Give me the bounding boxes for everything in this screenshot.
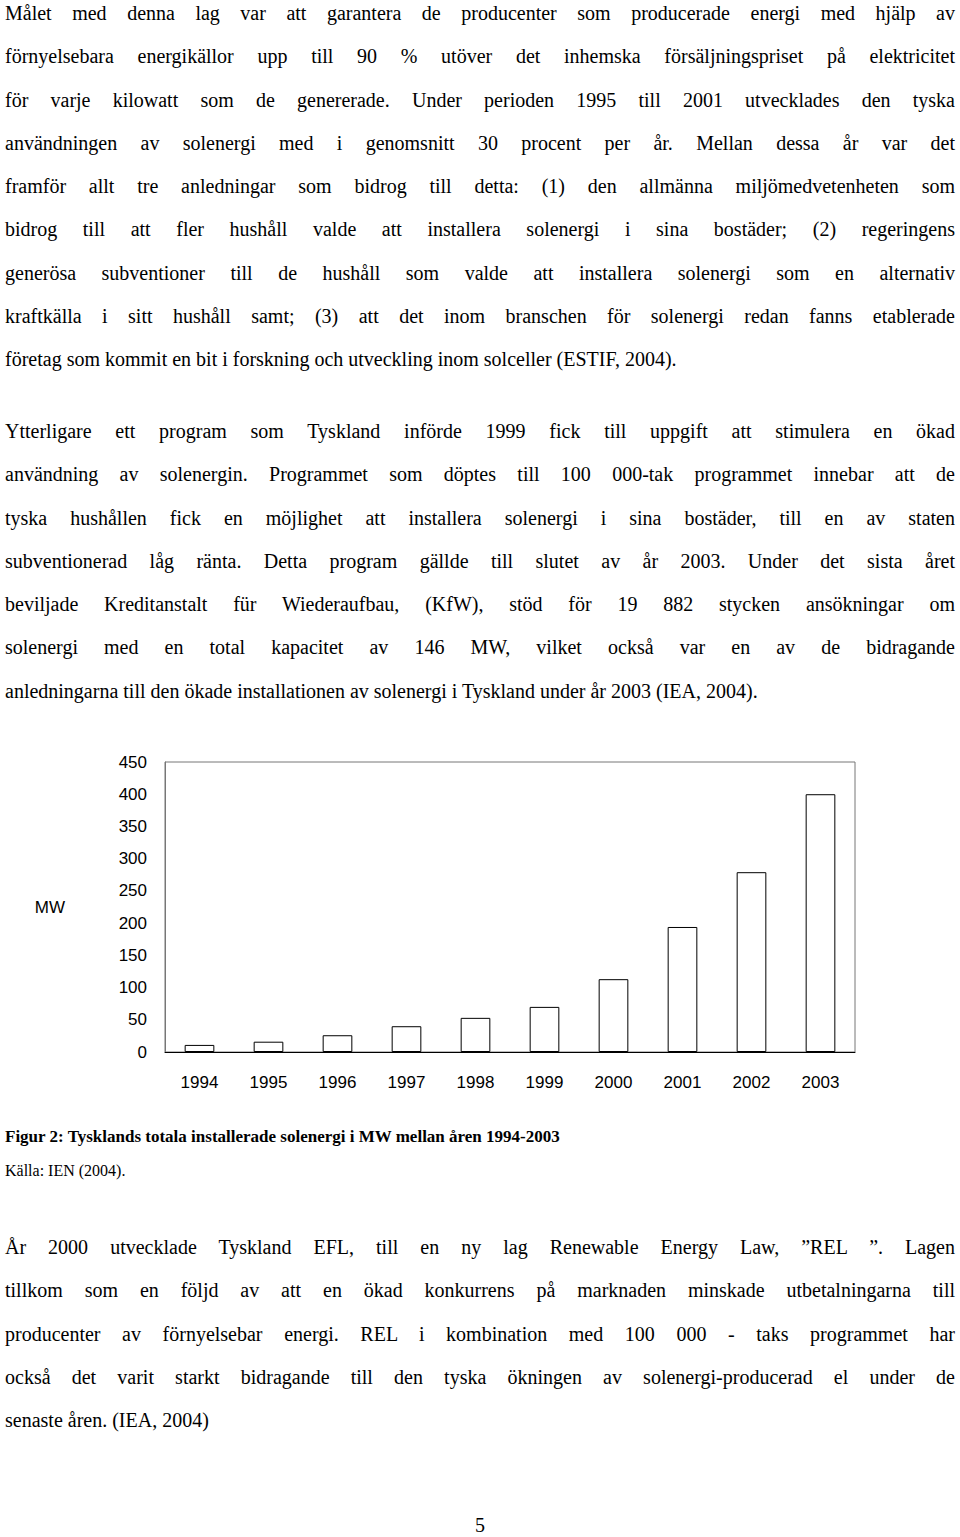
html-text:användningen av solenergi med: användningen av solenergi med i genomsni…: [5, 131, 955, 154]
html-text:subventionerad låg ränta. Dett: subventionerad låg ränta. Detta program …: [5, 549, 955, 572]
svg-text:200: 200: [119, 914, 147, 933]
html-text:bidrog till att fler hushåll v: bidrog till att fler hushåll valde att i…: [5, 218, 955, 241]
html-text:producenter av förnyelsebar en: producenter av förnyelsebar energi. REL …: [5, 1322, 955, 1345]
html-text:Målet med denna lag var att ga: Målet med denna lag var att garantera de…: [5, 2, 955, 24]
html-text:generösa subventioner till de: generösa subventioner till de hushåll so…: [5, 261, 955, 284]
html-text:framför allt tre anledningar s: framför allt tre anledningar som bidrog …: [5, 175, 955, 198]
svg-text:2002: 2002: [733, 1073, 771, 1092]
html-text:också det varit starkt bidraga: också det varit starkt bidragande till d…: [5, 1365, 955, 1388]
svg-text:2000: 2000: [595, 1073, 633, 1092]
svg-text:2003: 2003: [802, 1073, 840, 1092]
svg-text:0: 0: [138, 1043, 147, 1062]
svg-text:MW: MW: [35, 898, 65, 917]
svg-text:350: 350: [119, 817, 147, 836]
html-text:tyska hushållen fick en möjlig: tyska hushållen fick en möjlighet att in…: [5, 506, 955, 529]
svg-text:250: 250: [119, 881, 147, 900]
html-text:för varje kilowatt som de gene: för varje kilowatt som de genererade. Un…: [5, 88, 955, 111]
html-text:tillkom som en följd av att en: tillkom som en följd av att en ökad konk…: [5, 1279, 955, 1302]
svg-text:1998: 1998: [457, 1073, 495, 1092]
html-text:5: 5: [475, 1514, 485, 1536]
svg-text:400: 400: [119, 785, 147, 804]
html-text:användning av solenergin. Prog: användning av solenergin. Programmet som…: [5, 463, 955, 486]
svg-text:50: 50: [128, 1010, 147, 1029]
html-text:Källa: IEN (2004).: Källa: IEN (2004).: [5, 1162, 126, 1179]
html-text:Ytterligare ett program som Ty: Ytterligare ett program som Tyskland inf…: [5, 420, 955, 442]
html-text:förnyelsebara energikällor upp: förnyelsebara energikällor upp till 90 %…: [5, 45, 955, 68]
svg-text:1994: 1994: [181, 1073, 219, 1092]
svg-text:1995: 1995: [250, 1073, 288, 1092]
html-text:År 2000 utvecklade Tyskland EF: År 2000 utvecklade Tyskland EFL, till en…: [5, 1236, 955, 1258]
html-text:beviljade Kreditanstalt für Wi: beviljade Kreditanstalt für Wiederaufbau…: [5, 593, 955, 616]
html-text:kraftkälla i sitt hushåll samt: kraftkälla i sitt hushåll samt; (3) att …: [5, 305, 955, 328]
html-text:solenergi med en total kapacit: solenergi med en total kapacitet av 146 …: [5, 636, 955, 659]
html-text:senaste åren. (IEA, 2004): senaste åren. (IEA, 2004): [5, 1409, 209, 1432]
svg-text:300: 300: [119, 849, 147, 868]
html-text:Figur 2: Tysklands totala inst: Figur 2: Tysklands totala installerade s…: [5, 1127, 560, 1146]
svg-text:150: 150: [119, 946, 147, 965]
html-text:företag som kommit en bit i fo: företag som kommit en bit i forskning oc…: [5, 348, 677, 371]
svg-text:2001: 2001: [664, 1073, 702, 1092]
html-text:anledningarna till den ökade i: anledningarna till den ökade installatio…: [5, 679, 758, 702]
svg-text:1999: 1999: [526, 1073, 564, 1092]
svg-text:1996: 1996: [319, 1073, 357, 1092]
svg-text:450: 450: [119, 753, 147, 772]
svg-text:1997: 1997: [388, 1073, 426, 1092]
svg-text:100: 100: [119, 978, 147, 997]
